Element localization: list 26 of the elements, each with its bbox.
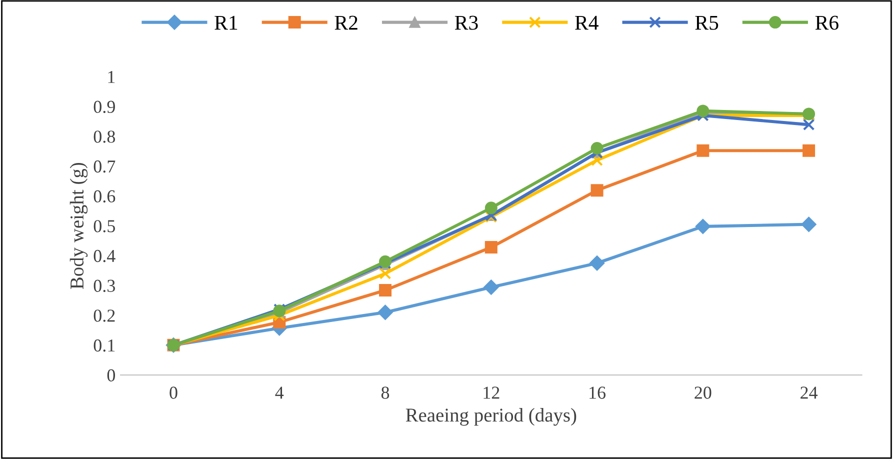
y-tick-label: 0.6 xyxy=(94,190,116,203)
x-tick-label: 8 xyxy=(381,386,390,399)
y-tick-label: 0.1 xyxy=(94,339,115,352)
y-tick-label: 0.9 xyxy=(94,100,115,114)
y-tick-label: 0.5 xyxy=(94,220,115,232)
y-tick-label: 0.2 xyxy=(94,310,115,322)
x-tick-label: 4 xyxy=(275,386,284,399)
x-tick-label: 0 xyxy=(170,386,178,399)
legend-label: R2 xyxy=(334,16,358,30)
x-axis-title: Reaeing period (days) xyxy=(406,408,576,426)
legend-label: R4 xyxy=(575,16,598,30)
y-tick-label: 0.8 xyxy=(94,130,116,143)
y-tick-label: 0.3 xyxy=(94,280,115,292)
x-tick-label: 16 xyxy=(590,386,606,399)
y-tick-label: 0.4 xyxy=(94,250,116,262)
x-tick-label: 12 xyxy=(484,386,500,399)
legend-label: R5 xyxy=(695,16,718,30)
y-tick-label: 0.7 xyxy=(94,160,116,173)
x-tick-label: 20 xyxy=(694,386,712,399)
y-tick-label: 0 xyxy=(107,369,116,382)
x-tick-label: 24 xyxy=(800,386,818,399)
legend-label: R1 xyxy=(214,16,238,30)
y-tick-label: 1 xyxy=(108,71,115,83)
legend-label: R3 xyxy=(454,16,478,30)
legend-label: R6 xyxy=(815,16,838,30)
y-axis-title: Body weight (g) xyxy=(70,162,88,289)
